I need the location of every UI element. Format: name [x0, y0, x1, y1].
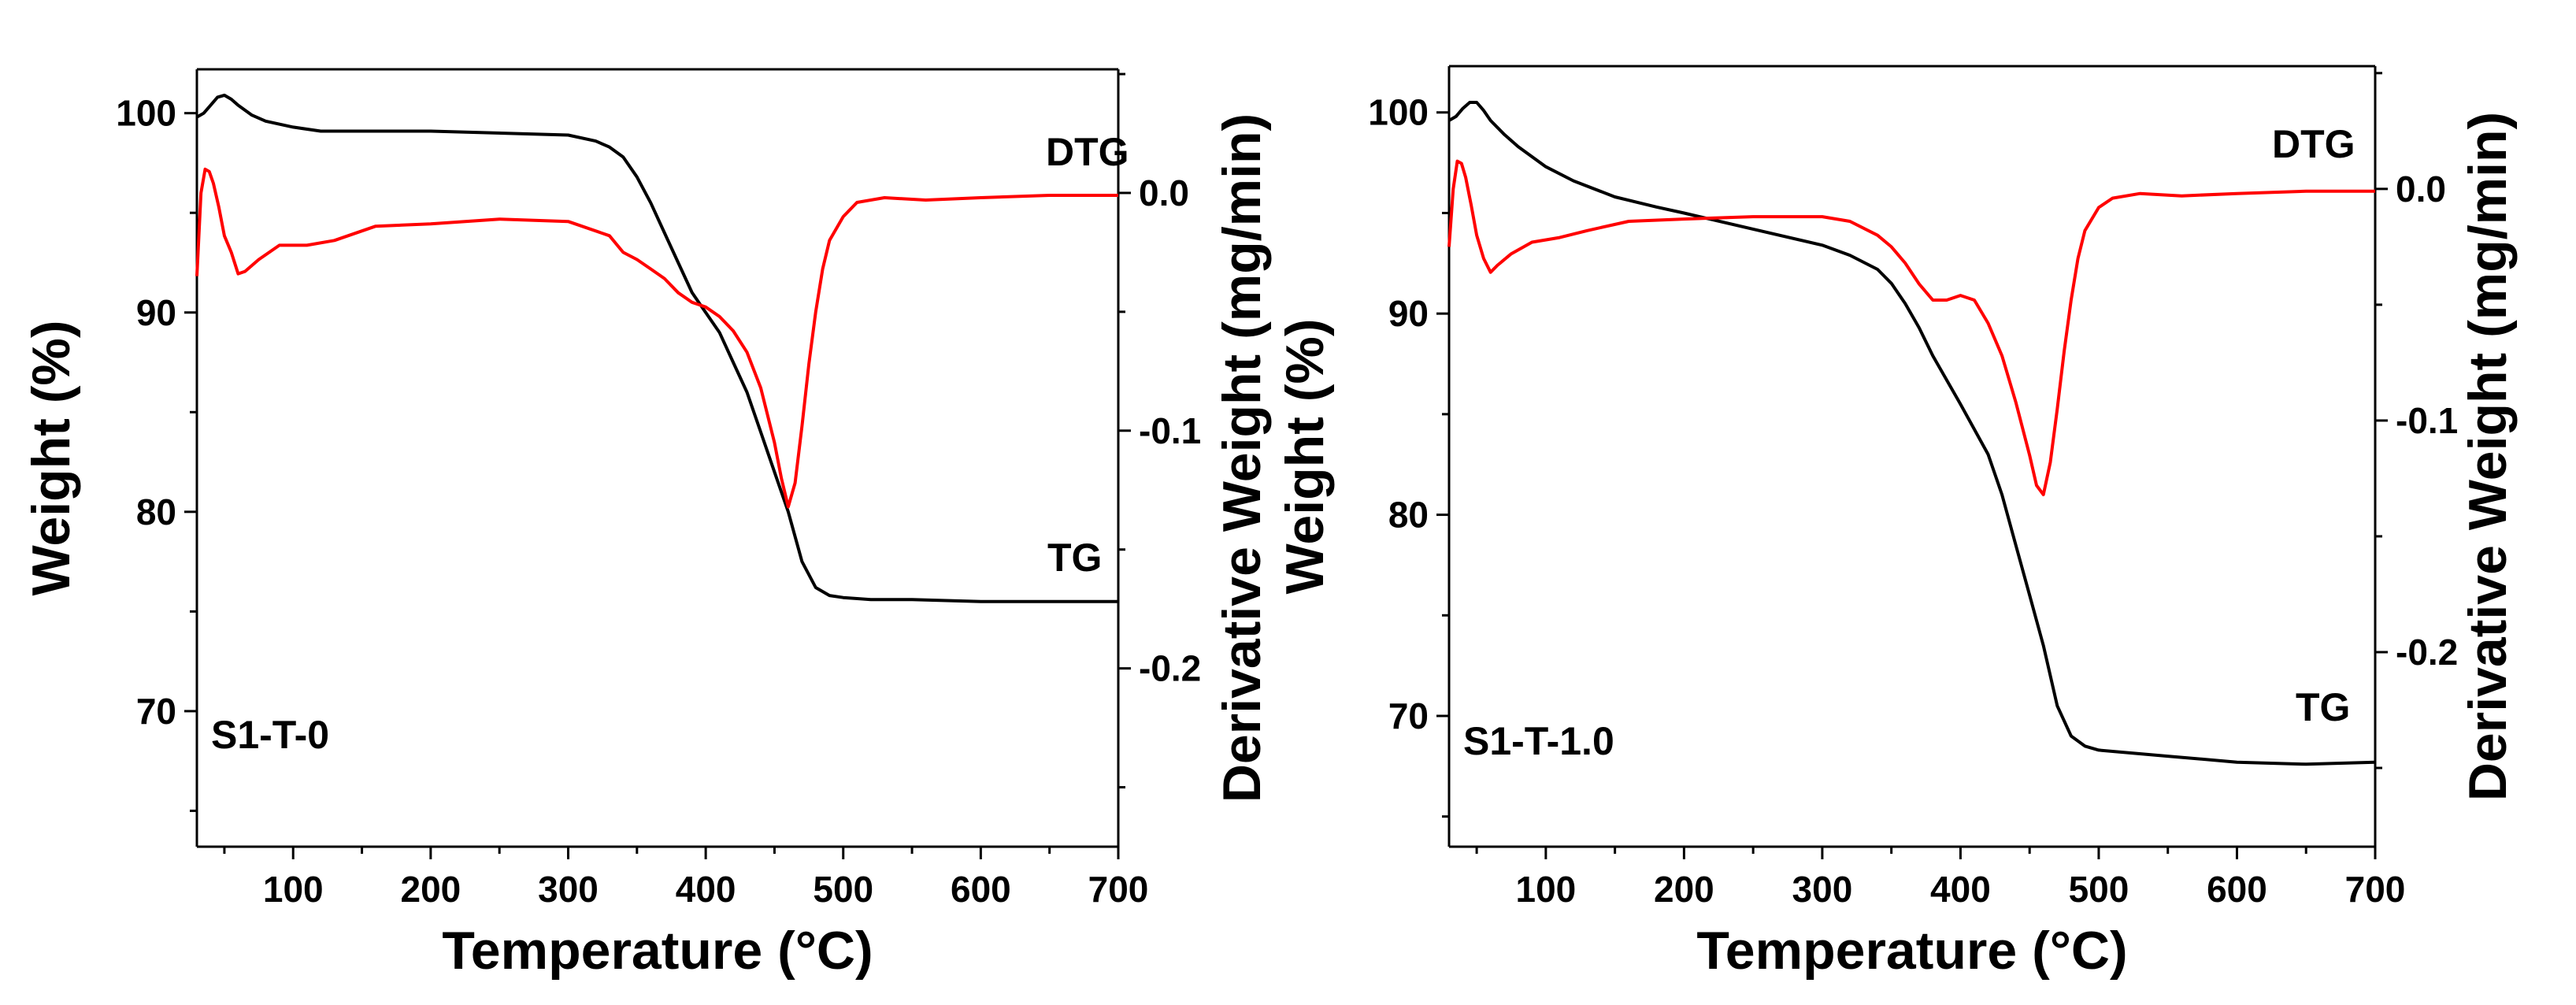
x-tick-label: 700: [2345, 869, 2406, 910]
x-tick-label: 300: [538, 869, 599, 910]
y2-tick-label: -0.2: [1139, 648, 1201, 689]
tg-curve: [1447, 101, 2376, 766]
y2-tick-label: -0.2: [2396, 632, 2458, 673]
x-axis-title: Temperature (°C): [1696, 921, 2127, 981]
y-tick-label: 90: [1388, 293, 1429, 334]
y-tick-label: 100: [1368, 92, 1429, 133]
tg-curve-label: TG: [2296, 685, 2350, 729]
y2-tick-label: -0.1: [2396, 400, 2458, 441]
tg-curve-label: TG: [1047, 536, 1102, 580]
y2-tick-label: -0.1: [1139, 410, 1201, 451]
y2-axis-title: Derivative Weight (mg/min): [1212, 113, 1272, 803]
panel-label: S1-T-0: [211, 713, 329, 757]
y-tick-label: 70: [1388, 695, 1429, 736]
x-tick-label: 100: [263, 869, 324, 910]
dtg-curve: [195, 167, 1118, 509]
y-tick-label: 100: [116, 93, 176, 134]
x-tick-label: 100: [1515, 869, 1576, 910]
x-tick-label: 300: [1792, 869, 1853, 910]
x-tick-label: 600: [2207, 869, 2267, 910]
x-tick-label: 200: [400, 869, 461, 910]
x-tick-label: 400: [676, 869, 736, 910]
x-axis-title: Temperature (°C): [442, 921, 873, 981]
panel-label: S1-T-1.0: [1463, 719, 1614, 763]
x-tick-label: 500: [813, 869, 873, 910]
y2-tick-label: 0.0: [1139, 172, 1189, 213]
chart-panel-s1-t-1-0: 100 200 300 400 500 600 700 70 80 90 100 -0.2 -0.1 0.…: [1275, 65, 2518, 981]
x-tick-label: 700: [1088, 869, 1149, 910]
y-tick-label: 80: [136, 491, 176, 532]
tg-curve: [196, 93, 1118, 603]
y2-axis-title: Derivative Weight (mg/min): [2458, 112, 2518, 801]
chart-panel-s1-t-0: 100 200 300 400 500 600 700 70 80 90 100 -0.2 -0.1 0.…: [21, 68, 1272, 981]
dtg-curve: [1447, 159, 2375, 496]
dtg-curve-label: DTG: [1046, 130, 1129, 174]
y-tick-label: 90: [136, 292, 176, 333]
y2-tick-label: 0.0: [2396, 169, 2446, 210]
y-tick-label: 70: [136, 691, 176, 732]
x-tick-label: 400: [1930, 869, 1991, 910]
y-axis-title: Weight (%): [1275, 318, 1335, 594]
y-axis-title: Weight (%): [21, 320, 81, 595]
y-tick-label: 80: [1388, 495, 1429, 536]
x-tick-label: 600: [951, 869, 1011, 910]
dtg-curve-label: DTG: [2272, 122, 2355, 166]
x-tick-label: 500: [2069, 869, 2129, 910]
x-tick-label: 200: [1654, 869, 1714, 910]
